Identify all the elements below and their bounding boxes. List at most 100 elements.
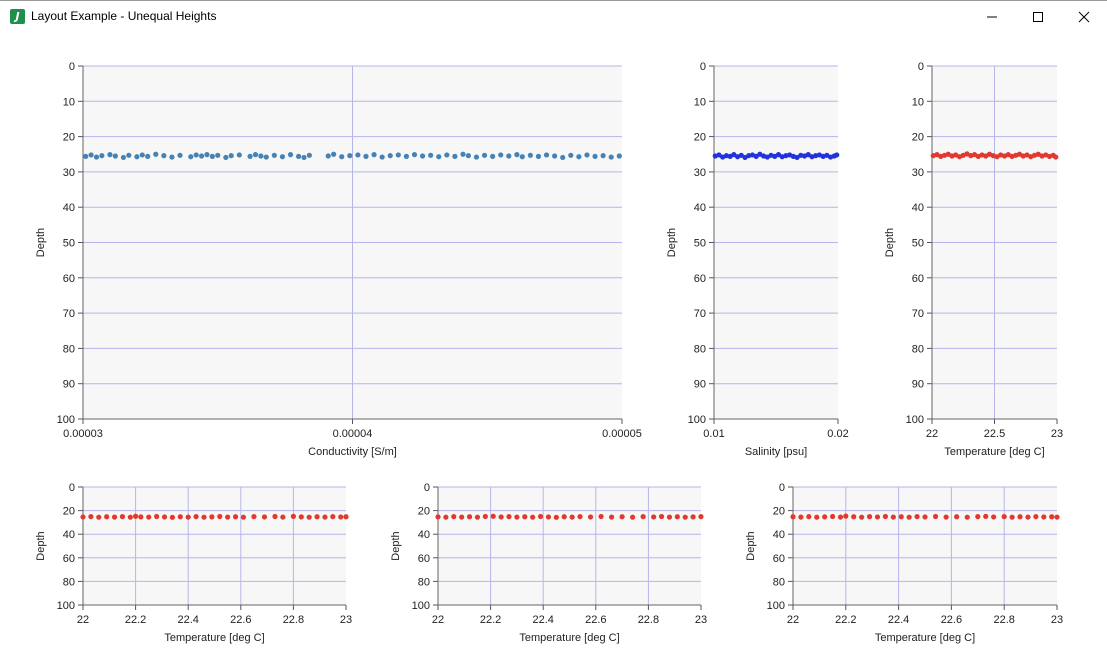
y-tick-label: 60 xyxy=(418,553,430,565)
data-point xyxy=(834,152,840,158)
data-point xyxy=(119,514,126,520)
y-tick-label: 90 xyxy=(63,379,75,391)
data-point xyxy=(133,513,139,519)
data-point xyxy=(666,514,673,520)
data-point xyxy=(387,153,393,159)
data-point xyxy=(498,514,504,520)
data-point xyxy=(608,514,615,520)
x-tick-label: 22 xyxy=(432,614,444,626)
data-point xyxy=(837,514,844,520)
plot-background xyxy=(83,487,346,605)
x-tick-label: 23 xyxy=(340,614,352,626)
close-button[interactable] xyxy=(1061,0,1107,33)
data-point xyxy=(280,514,286,520)
x-tick-label: 0.00004 xyxy=(333,428,373,440)
y-tick-label: 0 xyxy=(700,61,706,73)
x-tick-label: 22.4 xyxy=(177,614,198,626)
data-point xyxy=(279,154,286,160)
data-point xyxy=(271,152,277,158)
chart-1: 0 10 20 30 40 50 60 70 80 90 100 0.00003 0.00004 0.00… xyxy=(35,61,642,458)
data-point xyxy=(651,514,657,520)
minimize-button[interactable] xyxy=(969,0,1015,33)
data-point xyxy=(204,152,210,158)
data-point xyxy=(104,514,110,520)
x-tick-label: 23 xyxy=(1051,428,1063,440)
data-point xyxy=(843,513,849,519)
x-tick-label: 22.8 xyxy=(993,614,1014,626)
data-point xyxy=(619,514,625,520)
data-point xyxy=(473,154,480,160)
data-point xyxy=(331,151,337,157)
data-point xyxy=(444,152,450,158)
x-tick-label: 22.6 xyxy=(230,614,251,626)
data-point xyxy=(506,514,512,520)
data-point xyxy=(322,514,328,520)
y-tick-label: 40 xyxy=(418,529,430,541)
data-point xyxy=(247,153,253,159)
data-point xyxy=(301,154,307,161)
data-point xyxy=(898,514,904,520)
x-axis-label: Temperature [deg C] xyxy=(519,632,619,644)
data-point xyxy=(814,514,820,520)
data-point xyxy=(535,153,542,159)
data-point xyxy=(188,154,194,160)
chart-2: 0 10 20 30 40 50 60 70 80 90 100 0.01 0.02 Salinity [… xyxy=(666,61,849,458)
y-tick-label: 20 xyxy=(694,132,706,144)
data-point xyxy=(80,514,86,520)
data-point xyxy=(640,514,646,520)
data-point xyxy=(460,151,466,157)
data-point xyxy=(120,154,127,161)
data-point xyxy=(134,154,140,160)
data-point xyxy=(169,154,175,160)
y-tick-label: 30 xyxy=(694,167,706,179)
data-point xyxy=(592,153,598,159)
y-axis-label: Depth xyxy=(745,531,757,560)
x-axis-label: Temperature [deg C] xyxy=(944,446,1044,458)
y-tick-label: 20 xyxy=(418,506,430,518)
y-tick-label: 0 xyxy=(779,482,785,494)
y-tick-label: 80 xyxy=(773,576,785,588)
data-point xyxy=(236,152,242,158)
data-point xyxy=(419,153,426,159)
data-point xyxy=(379,154,385,160)
data-point xyxy=(608,154,614,160)
data-point xyxy=(577,514,583,520)
data-point xyxy=(185,514,191,520)
data-point xyxy=(88,152,94,158)
data-point xyxy=(519,154,525,160)
x-tick-label: 22 xyxy=(77,614,89,626)
data-point xyxy=(964,514,970,520)
data-point xyxy=(290,513,296,519)
data-point xyxy=(88,514,94,520)
data-point xyxy=(126,152,132,158)
window-title: Layout Example - Unequal Heights xyxy=(31,9,217,23)
y-tick-label: 70 xyxy=(63,308,75,320)
data-point xyxy=(343,514,349,520)
maximize-button[interactable] xyxy=(1015,0,1061,33)
data-point xyxy=(459,514,465,520)
data-point xyxy=(569,514,575,520)
x-tick-label: 22.5 xyxy=(984,428,1005,440)
x-tick-label: 22 xyxy=(787,614,799,626)
minimize-icon xyxy=(987,16,997,18)
data-point xyxy=(436,154,442,160)
y-tick-label: 0 xyxy=(69,482,75,494)
data-point xyxy=(922,514,928,520)
data-point xyxy=(1001,514,1007,520)
data-point xyxy=(545,514,552,520)
y-tick-label: 100 xyxy=(767,600,785,612)
data-point xyxy=(99,153,105,159)
data-point xyxy=(325,153,331,159)
y-tick-label: 50 xyxy=(63,238,75,250)
data-point xyxy=(435,514,441,520)
data-point xyxy=(287,152,294,158)
x-tick-label: 0.00003 xyxy=(63,428,103,440)
y-axis-label: Depth xyxy=(884,228,896,257)
data-point xyxy=(198,153,205,159)
y-tick-label: 20 xyxy=(63,506,75,518)
data-point xyxy=(83,153,89,159)
data-point xyxy=(482,513,488,520)
data-point xyxy=(347,153,353,159)
